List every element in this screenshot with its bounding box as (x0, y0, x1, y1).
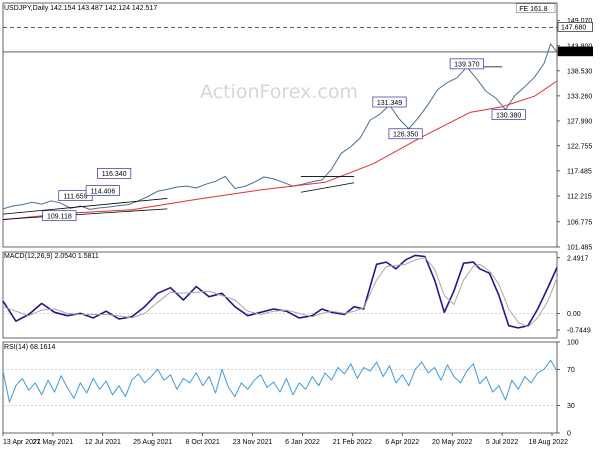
annotation-label-1: 109.118 (47, 214, 72, 221)
x-tick-label-4: 8 Oct 2021 (186, 439, 220, 446)
y-tick-label-2-0: 100 (567, 340, 579, 347)
annotation-label-2: 116.340 (102, 171, 127, 178)
x-tick-label-3: 25 Aug 2021 (133, 439, 172, 446)
y-tick-label-0-4: 127.990 (567, 118, 592, 125)
series-line-0-0 (2, 43, 558, 210)
annotation-label-4: 131.349 (377, 100, 402, 107)
y-tick-label-0-5: 122.755 (567, 143, 592, 150)
annotation-label-0: 111.659 (63, 193, 87, 200)
macd-header: MACD(12,26,9) 2.0540 1.5811 (4, 253, 99, 260)
x-tick-label-2: 12 Jul 2021 (85, 439, 121, 446)
y-tick-label-1-0: 2.4917 (567, 255, 589, 262)
y-tick-label-2-1: 70 (567, 367, 575, 374)
y-tick-label-2-2: 30 (567, 403, 575, 410)
y-tick-label-1-2: -0.7449 (567, 328, 591, 335)
price-label-box-2 (557, 46, 594, 57)
price-header: USDJPY,Daily 142.154 143.487 142.124 142… (4, 5, 157, 12)
watermark-text: ActionForex.com (200, 81, 358, 103)
annotation-box-6 (449, 58, 484, 70)
x-tick-label-6: 6 Jan 2022 (285, 439, 320, 446)
trendline-0 (2, 198, 168, 215)
price-label-0: FE 161.8 (519, 6, 548, 13)
panel-frames (2, 2, 558, 434)
series-line-1-0 (2, 254, 558, 329)
price-panel: 111.659 109.118 116.340 114.406 131.349 126.3… (2, 27, 558, 222)
x-tick-label-1: 27 May 2021 (33, 439, 74, 446)
x-tick-label-10: 5 Jul 2022 (486, 439, 518, 446)
annotation-box-7 (491, 109, 526, 120)
series-line-2-0 (2, 359, 558, 403)
y-tick-label-1-1: 0.00 (567, 311, 581, 318)
y-tick-label-0-7: 112.215 (567, 193, 592, 200)
y-tick-label-2-3: 0 (567, 431, 571, 438)
annotation-box-3 (85, 185, 120, 196)
panel-frame-2 (2, 341, 558, 434)
annotation-box-4 (372, 96, 407, 108)
rsi-header: RSI(14) 68.1614 (4, 344, 55, 351)
annotation-label-7: 130.380 (496, 112, 521, 119)
x-tick-label-9: 20 May 2022 (432, 439, 473, 446)
series-line-0-1 (2, 80, 558, 221)
rsi-panel (2, 359, 558, 407)
price-label-box-0 (515, 3, 556, 14)
y-tick-label-0-3: 133.260 (567, 93, 592, 100)
x-tick-label-7: 21 Feb 2022 (333, 439, 372, 446)
y-tick-label-0-8: 106.775 (567, 219, 592, 226)
x-tick-label-0: 13 Apr 2021 (3, 439, 41, 446)
annotation-box-1 (42, 210, 77, 222)
trendline-2 (300, 182, 355, 193)
annotation-label-5: 126.350 (393, 132, 418, 139)
macd-panel (2, 254, 558, 329)
x-tick-label-11: 18 Aug 2022 (529, 439, 568, 446)
panel-frame-1 (2, 251, 558, 339)
y-axes: 149.070143.800138.530133.260127.990122.7… (515, 3, 594, 438)
price-label-1: 147.680 (561, 25, 586, 32)
watermark: ActionForex.com (200, 81, 358, 103)
x-tick-label-8: 6 Apr 2022 (385, 439, 419, 446)
annotation-label-6: 139.370 (454, 62, 479, 69)
annotation-label-3: 114.406 (90, 188, 115, 195)
panel-frame-0 (2, 2, 558, 248)
y-tick-label-0-2: 138.530 (567, 68, 592, 75)
trendline-1 (2, 208, 168, 220)
y-tick-label-0-9: 101.485 (567, 245, 592, 252)
y-tick-label-0-6: 117.485 (567, 168, 592, 175)
price-label-box-1 (557, 22, 594, 32)
price-label-2: 142.517 (561, 49, 586, 56)
annotation-box-2 (97, 168, 132, 179)
x-tick-label-5: 23 Nov 2021 (233, 439, 273, 446)
annotation-box-5 (388, 128, 423, 140)
series-line-1-1 (2, 257, 558, 328)
y-tick-label-0-0: 149.070 (567, 18, 592, 25)
